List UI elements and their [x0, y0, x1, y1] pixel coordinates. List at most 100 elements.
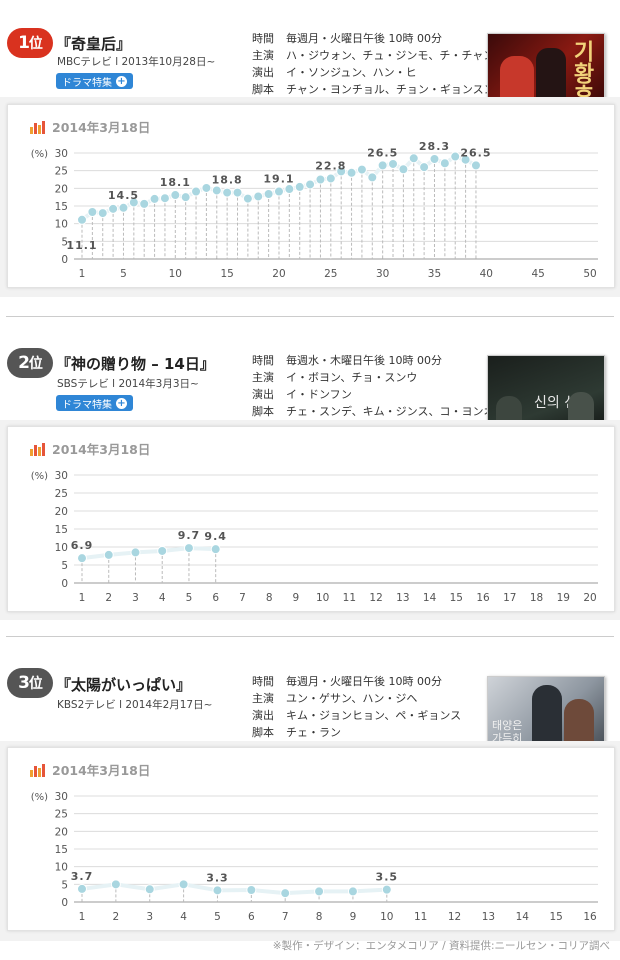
- data-point: [212, 885, 223, 896]
- x-tick-label: 17: [503, 592, 516, 604]
- data-point: [273, 186, 284, 197]
- poster-title-text: 기황후: [569, 40, 595, 106]
- y-tick-label: 25: [55, 166, 68, 178]
- data-point: [294, 181, 305, 192]
- show-title[interactable]: 『太陽がいっぱい』: [56, 676, 192, 694]
- y-tick-label: 10: [55, 219, 68, 231]
- x-tick-label: 40: [480, 268, 493, 280]
- x-tick-label: 16: [476, 592, 490, 604]
- x-tick-label: 5: [120, 268, 127, 280]
- data-point: [346, 167, 357, 178]
- data-point: [439, 158, 450, 169]
- data-point: [118, 202, 129, 213]
- data-point: [388, 158, 399, 169]
- data-label: 18.8: [212, 174, 243, 187]
- x-tick-label: 35: [428, 268, 441, 280]
- x-tick-label: 1: [79, 268, 86, 280]
- broadcast-info: MBCテレビ l 2013年10月28日~: [57, 56, 216, 68]
- x-tick-label: 14: [423, 592, 437, 604]
- data-label: 14.5: [108, 189, 139, 202]
- y-tick-label: 15: [55, 524, 68, 536]
- section-divider: [6, 636, 614, 637]
- chart-date-label: 2014年3月18日: [30, 760, 150, 779]
- rating-chart-panel: 2014年3月18日 0 5 10 15 20 25 30 (%) 1 2 3 4 5 6 7 8 9 10 11 1…: [7, 747, 615, 931]
- x-tick-label: 19: [557, 592, 570, 604]
- show-title[interactable]: 『神の贈り物 – 14日』: [56, 355, 215, 373]
- x-tick-label: 20: [272, 268, 285, 280]
- data-point: [450, 151, 461, 162]
- x-tick-label: 4: [180, 911, 187, 923]
- x-tick-label: 10: [380, 911, 393, 923]
- show-details: 時間 毎週月・火曜日午後 10時 00分 主演 ユン・ゲサン、ハン・ジヘ 演出 キム・…: [252, 675, 462, 739]
- data-point: [419, 162, 430, 173]
- data-point: [460, 154, 471, 165]
- data-label: 28.3: [419, 140, 450, 153]
- data-point: [210, 544, 221, 555]
- y-axis-unit: (%): [31, 792, 48, 803]
- data-point: [128, 197, 139, 208]
- data-point: [77, 553, 87, 564]
- x-tick-label: 18: [530, 592, 543, 604]
- x-tick-label: 11: [343, 592, 356, 604]
- y-tick-label: 0: [61, 897, 68, 909]
- x-tick-label: 45: [531, 268, 544, 280]
- x-tick-label: 9: [350, 911, 357, 923]
- data-point: [110, 879, 121, 890]
- data-point: [367, 172, 378, 183]
- x-tick-label: 10: [169, 268, 182, 280]
- plus-icon: +: [116, 397, 127, 409]
- data-point: [144, 884, 155, 895]
- y-tick-label: 0: [61, 578, 68, 590]
- x-tick-label: 13: [396, 592, 409, 604]
- drama-feature-button[interactable]: ドラマ特集 +: [56, 395, 133, 411]
- drama-feature-button[interactable]: ドラマ特集 +: [56, 73, 133, 89]
- x-tick-label: 11: [414, 911, 427, 923]
- x-tick-label: 12: [448, 911, 461, 923]
- x-tick-label: 5: [214, 911, 221, 923]
- y-axis-unit: (%): [31, 471, 48, 482]
- bar-chart-icon: [30, 442, 46, 456]
- data-point: [103, 549, 114, 560]
- data-point: [398, 164, 409, 175]
- x-tick-label: 13: [482, 911, 495, 923]
- x-tick-label: 50: [583, 268, 596, 280]
- x-tick-label: 6: [248, 911, 255, 923]
- chart-date-label: 2014年3月18日: [30, 117, 150, 136]
- broadcast-info: KBS2テレビ l 2014年2月17日~: [57, 699, 213, 711]
- show-title[interactable]: 『奇皇后』: [56, 35, 132, 53]
- x-tick-label: 4: [159, 592, 166, 604]
- data-point: [77, 883, 87, 894]
- y-axis-unit: (%): [31, 149, 48, 160]
- x-tick-label: 8: [266, 592, 273, 604]
- bar-chart-icon: [30, 120, 46, 134]
- x-tick-label: 2: [113, 911, 120, 923]
- data-label: 22.8: [315, 159, 346, 172]
- x-tick-label: 15: [549, 911, 562, 923]
- data-point: [183, 543, 194, 554]
- y-tick-label: 0: [61, 254, 68, 266]
- x-tick-label: 12: [369, 592, 382, 604]
- data-label: 9.7: [178, 529, 201, 542]
- data-point: [242, 193, 253, 204]
- y-tick-label: 10: [55, 862, 68, 874]
- x-tick-label: 7: [239, 592, 246, 604]
- data-point: [201, 182, 212, 193]
- data-point: [108, 203, 119, 214]
- data-point: [284, 184, 295, 195]
- data-point: [325, 173, 336, 184]
- y-tick-label: 25: [55, 809, 68, 821]
- data-label: 3.3: [206, 871, 229, 884]
- x-tick-label: 3: [132, 592, 139, 604]
- data-point: [87, 207, 98, 218]
- y-tick-label: 15: [55, 201, 68, 213]
- broadcast-info: SBSテレビ l 2014年3月3日~: [57, 378, 199, 390]
- data-point: [347, 886, 358, 897]
- data-point: [178, 879, 189, 890]
- data-point: [356, 164, 367, 175]
- data-point: [263, 188, 274, 199]
- y-tick-label: 5: [61, 236, 68, 248]
- data-point: [408, 153, 419, 164]
